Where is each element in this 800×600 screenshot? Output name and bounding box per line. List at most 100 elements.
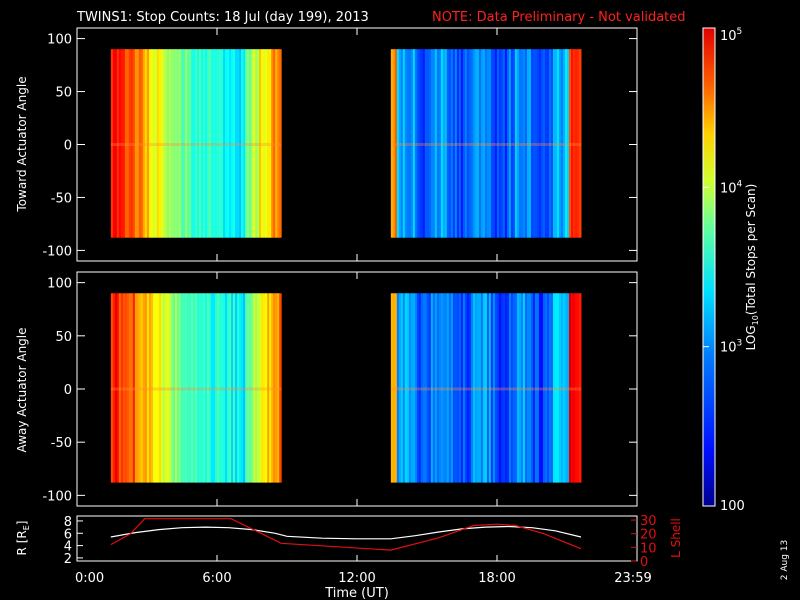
away-block2-column bbox=[494, 293, 498, 483]
away-block1-column bbox=[275, 293, 278, 483]
toward-block2-column bbox=[504, 49, 508, 238]
away-block1-column bbox=[207, 293, 210, 483]
time-tick-label: 0:00 bbox=[75, 571, 104, 586]
away-block1-column bbox=[259, 293, 262, 483]
away-block1-column bbox=[120, 293, 124, 483]
toward-block1-column bbox=[138, 49, 142, 238]
away-block2-column bbox=[478, 293, 482, 483]
toward-block1-column bbox=[176, 49, 180, 238]
time-tick-label: 18:00 bbox=[478, 571, 515, 586]
away-block1-column bbox=[195, 293, 198, 483]
toward-block2-column bbox=[518, 49, 522, 238]
lshell-tick-label: 0 bbox=[640, 555, 648, 570]
away-block1-column bbox=[229, 293, 232, 483]
time-tick-label: 12:00 bbox=[338, 571, 375, 586]
toward-block2-column bbox=[524, 49, 528, 238]
away-block2-column bbox=[446, 293, 450, 483]
away-block1-column bbox=[164, 293, 168, 483]
away-block2-column bbox=[492, 293, 496, 483]
toward-block1-column bbox=[219, 49, 222, 238]
toward-block2-column bbox=[448, 49, 452, 238]
toward-block2-column bbox=[424, 49, 428, 238]
toward-ytick-label: -100 bbox=[42, 244, 72, 259]
away-block1-column bbox=[261, 293, 264, 483]
toward-block1-column bbox=[174, 49, 178, 238]
toward-block2-column bbox=[392, 49, 396, 238]
away-block2-column bbox=[454, 293, 458, 483]
away-block1-column bbox=[227, 293, 230, 483]
away-block2-column bbox=[540, 293, 544, 483]
toward-block2-column bbox=[408, 49, 412, 238]
away-block2-column bbox=[404, 293, 408, 483]
away-block2-column bbox=[526, 293, 530, 483]
away-block2-column bbox=[502, 293, 506, 483]
away-block1-column bbox=[136, 293, 140, 483]
toward-block1-column bbox=[190, 49, 194, 238]
colorbar-tick-label: 103 bbox=[720, 339, 742, 356]
away-block2-column bbox=[510, 293, 514, 483]
toward-block2-column bbox=[514, 49, 518, 238]
away-block2-column bbox=[508, 293, 512, 483]
toward-block2-column bbox=[560, 49, 564, 238]
away-block1-column bbox=[186, 293, 190, 483]
away-block2-column bbox=[579, 293, 582, 483]
time-axis-label: Time (UT) bbox=[324, 586, 389, 600]
away-block1-column bbox=[223, 293, 226, 483]
toward-block2-column bbox=[506, 49, 510, 238]
away-block2-column bbox=[420, 293, 424, 483]
away-block2-column bbox=[450, 293, 454, 483]
toward-block2-column bbox=[462, 49, 466, 238]
away-block1-column bbox=[203, 293, 206, 483]
toward-block1-column bbox=[195, 49, 198, 238]
away-block2-column bbox=[422, 293, 426, 483]
toward-block1-column bbox=[172, 49, 176, 238]
away-block2-column bbox=[394, 293, 398, 483]
toward-block1-column bbox=[114, 49, 118, 238]
toward-block2-column bbox=[566, 49, 570, 238]
away-block1-column bbox=[140, 293, 144, 483]
toward-block2-column bbox=[526, 49, 530, 238]
away-block2-column bbox=[524, 293, 528, 483]
toward-block2-column bbox=[564, 49, 568, 238]
toward-block1-column bbox=[110, 49, 114, 238]
away-block2-column bbox=[436, 293, 440, 483]
away-block1-column bbox=[273, 293, 276, 483]
toward-block1-column bbox=[203, 49, 206, 238]
toward-block1-column bbox=[170, 49, 174, 238]
toward-block2-column bbox=[404, 49, 408, 238]
toward-heatmap-image bbox=[110, 49, 582, 238]
away-block2-column bbox=[516, 293, 520, 483]
toward-block2-column bbox=[522, 49, 526, 238]
toward-block2-column bbox=[554, 49, 558, 238]
lshell-line bbox=[110, 518, 582, 551]
toward-block1-column bbox=[162, 49, 166, 238]
lshell-tick-label: 10 bbox=[640, 541, 657, 556]
radius-tick-label: 8 bbox=[64, 515, 72, 530]
away-block1-zero-ridge bbox=[110, 387, 282, 391]
away-block1-column bbox=[174, 293, 178, 483]
away-block1-column bbox=[170, 293, 174, 483]
toward-block2-column bbox=[552, 49, 556, 238]
toward-ytick-label: 100 bbox=[47, 33, 72, 48]
away-block1-column bbox=[180, 293, 184, 483]
toward-block2-column bbox=[548, 49, 552, 238]
colorbar-tick-label: 100 bbox=[720, 499, 745, 514]
away-ytick-label: 50 bbox=[55, 330, 72, 345]
toward-block2-column bbox=[476, 49, 480, 238]
toward-block2-column bbox=[574, 49, 578, 238]
toward-block2-column bbox=[556, 49, 560, 238]
away-y-axis-label: Away Actuator Angle bbox=[15, 327, 29, 452]
toward-block1-column bbox=[245, 49, 248, 238]
away-block2-column bbox=[448, 293, 452, 483]
toward-block2-column bbox=[474, 49, 478, 238]
away-block2-column bbox=[520, 293, 524, 483]
toward-block2-column bbox=[494, 49, 498, 238]
away-block1-column bbox=[211, 293, 214, 483]
away-block2-column bbox=[522, 293, 526, 483]
toward-block1-column bbox=[253, 49, 256, 238]
away-block2-column bbox=[396, 293, 400, 483]
toward-block1-column bbox=[251, 49, 254, 238]
toward-block1-column bbox=[156, 49, 160, 238]
toward-block1-column bbox=[168, 49, 172, 238]
away-block1-column bbox=[126, 293, 130, 483]
